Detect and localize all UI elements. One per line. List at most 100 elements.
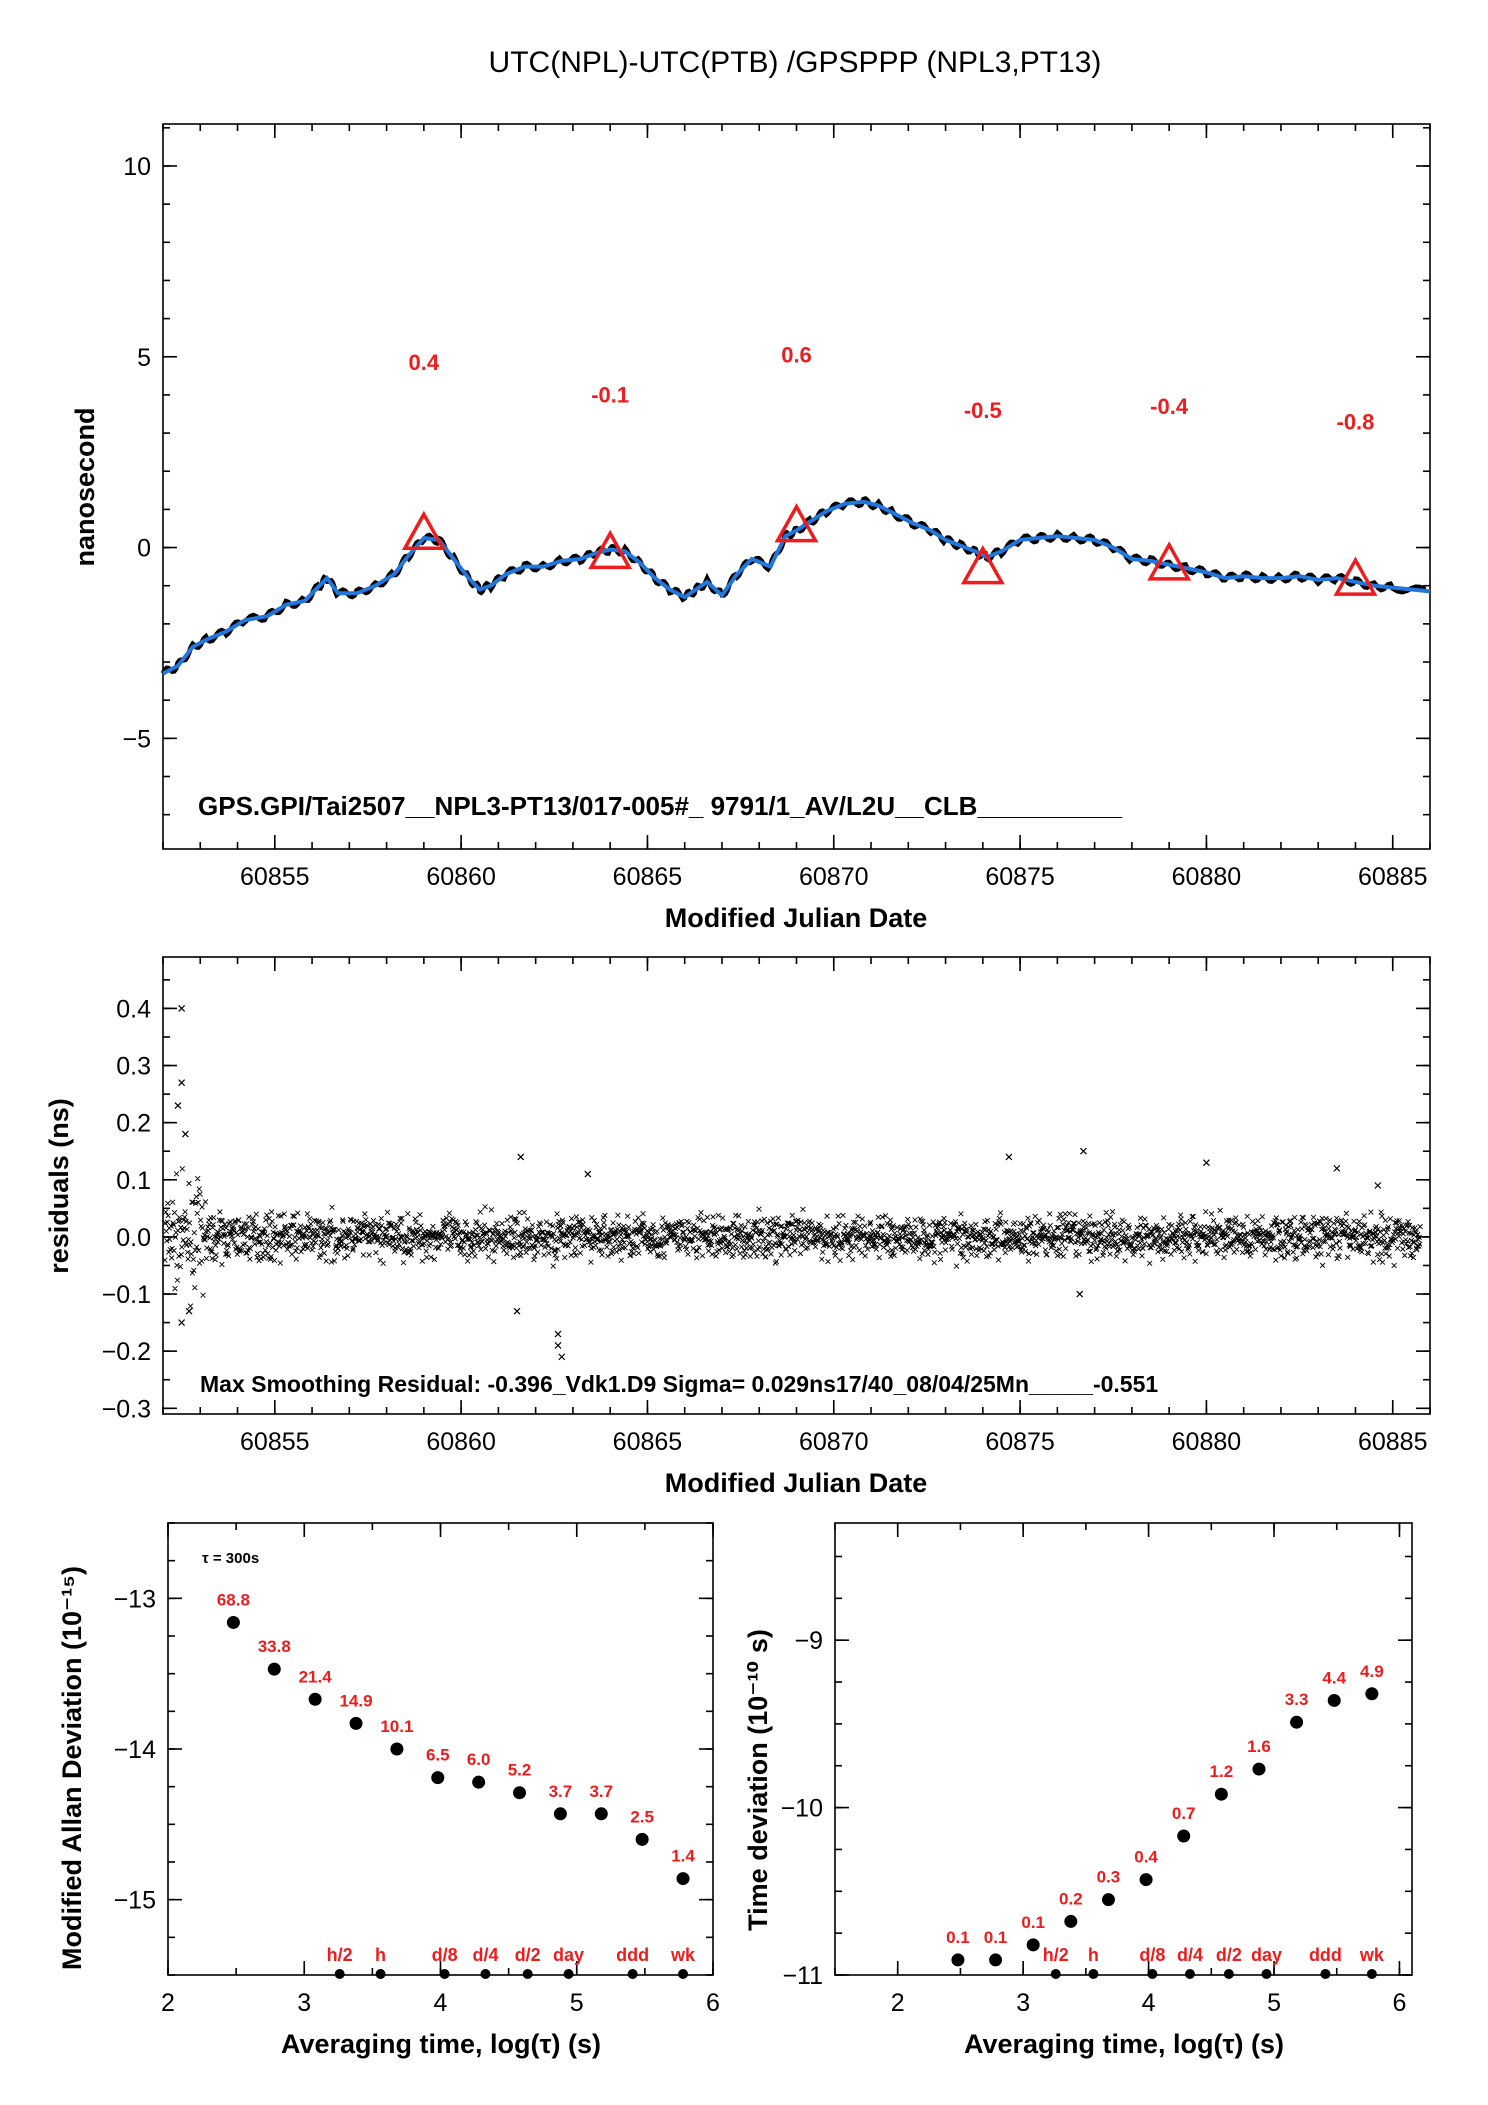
deviation-point bbox=[594, 1807, 608, 1821]
y-tick-label: 0.1 bbox=[116, 1167, 151, 1195]
triangle-marker bbox=[401, 510, 446, 551]
data-source-annotation: GPS.GPI/Tai2507__NPL3-PT13/017-005#_ 979… bbox=[198, 791, 1123, 821]
deviation-value-label: 3.7 bbox=[589, 1782, 613, 1801]
axis-ticks: 2 3 4 5 6 −9 −10 −11 bbox=[781, 1523, 1412, 2017]
deviation-value-label: 0.1 bbox=[984, 1928, 1008, 1947]
deviation-point bbox=[1365, 1687, 1379, 1701]
residual-outlier bbox=[1374, 1182, 1382, 1189]
triangle-marker bbox=[1333, 556, 1378, 596]
y-tick-label: −11 bbox=[782, 1962, 823, 1990]
y-tick-label: 0.4 bbox=[116, 995, 151, 1023]
tdev-panel: 2 3 4 5 6 −9 −10 −11 0.1 0.1 0.1 0.2 0.3 0.4 0.7 1.2 1.… bbox=[743, 1522, 1413, 2059]
time-marker-dot bbox=[439, 1969, 450, 1979]
residual-points bbox=[162, 1004, 1423, 1361]
time-marker-dot bbox=[334, 1969, 345, 1979]
time-marker-dot bbox=[1184, 1969, 1195, 1979]
x-tick-label: 60865 bbox=[613, 863, 683, 891]
time-marker-label: ddd bbox=[616, 1945, 649, 1965]
time-marker-dot bbox=[1223, 1969, 1234, 1979]
triangle-marker bbox=[774, 503, 819, 543]
x-tick-label: 60855 bbox=[240, 1428, 310, 1456]
marker-layer: 0.4 -0.1 0.6 -0.5 -0.4 -0.8 bbox=[401, 342, 1378, 596]
time-marker-label: wk bbox=[1359, 1945, 1385, 1965]
x-tick-label: 60865 bbox=[613, 1428, 683, 1456]
x-tick-label: 60870 bbox=[799, 1428, 869, 1456]
triangle-marker bbox=[1147, 541, 1192, 581]
residual-outlier bbox=[185, 1307, 193, 1315]
time-marker-label: h bbox=[375, 1945, 386, 1965]
deviation-value-label: 14.9 bbox=[339, 1691, 372, 1710]
deviation-point bbox=[1290, 1715, 1304, 1729]
time-series-panel: UTC(NPL)-UTC(PTB) /GPSPPP (NPL3,PT13) 60… bbox=[70, 46, 1431, 933]
x-axis-label: Averaging time, log(τ) (s) bbox=[281, 2029, 601, 2059]
time-marker-label: day bbox=[553, 1945, 584, 1965]
axis-ticks: 2 3 4 5 6 −13 −14 −15 bbox=[114, 1522, 720, 2017]
deviation-point bbox=[1101, 1893, 1115, 1907]
deviation-value-label: 0.1 bbox=[946, 1928, 970, 1947]
plot-frame bbox=[834, 1522, 1413, 1976]
triangle-marker bbox=[588, 529, 633, 570]
deviation-value-label: 0.2 bbox=[1059, 1889, 1083, 1908]
smoothed-trace bbox=[162, 499, 1431, 676]
tau-note: τ = 300s bbox=[202, 1550, 259, 1567]
deviation-point bbox=[226, 1615, 240, 1629]
deviation-value-label: 1.4 bbox=[671, 1847, 695, 1866]
time-marker-dot bbox=[1261, 1969, 1272, 1979]
y-axis-label: Modified Allan Deviation (10⁻¹⁵) bbox=[57, 1566, 87, 1970]
marker-value-label: -0.1 bbox=[591, 383, 629, 408]
deviation-value-label: 21.4 bbox=[299, 1667, 333, 1686]
plot-frame bbox=[162, 123, 1431, 850]
deviation-value-label: 3.7 bbox=[549, 1782, 573, 1801]
x-tick-label: 60880 bbox=[1172, 863, 1242, 891]
deviation-value-label: 10.1 bbox=[380, 1717, 413, 1736]
deviation-point bbox=[267, 1662, 281, 1676]
deviation-point bbox=[472, 1775, 486, 1789]
residuals-panel: 60855 60860 60865 60870 60875 60880 60885 0.4 0.… bbox=[44, 956, 1431, 1498]
time-marker-label: h bbox=[1088, 1945, 1099, 1965]
y-tick-label: 0.0 bbox=[116, 1224, 151, 1252]
x-tick-label: 2 bbox=[891, 1989, 905, 2017]
residual-outlier bbox=[558, 1353, 566, 1361]
deviation-value-label: 6.0 bbox=[467, 1750, 491, 1769]
deviation-point bbox=[1214, 1787, 1228, 1801]
time-marker-label: d/2 bbox=[515, 1945, 541, 1965]
time-markers: h/2 h d/8 d/4 d/2 day ddd wk bbox=[1043, 1945, 1385, 1979]
deviation-value-label: 0.4 bbox=[1134, 1848, 1158, 1867]
x-tick-label: 6 bbox=[1393, 1989, 1407, 2017]
deviation-point bbox=[1139, 1873, 1153, 1887]
y-tick-label: −5 bbox=[122, 725, 151, 753]
deviation-value-label: 3.3 bbox=[1285, 1690, 1309, 1709]
deviation-point bbox=[676, 1872, 690, 1886]
deviation-value-label: 33.8 bbox=[258, 1637, 291, 1656]
plot-frame bbox=[162, 956, 1431, 1415]
deviation-value-label: 0.7 bbox=[1172, 1804, 1196, 1823]
residual-outlier bbox=[1333, 1164, 1341, 1172]
time-marker-label: wk bbox=[670, 1945, 696, 1965]
x-tick-label: 60885 bbox=[1358, 1428, 1428, 1456]
residual-outlier bbox=[181, 1130, 189, 1138]
deviation-point bbox=[513, 1786, 527, 1800]
residual-outlier bbox=[554, 1330, 562, 1338]
deviation-point bbox=[390, 1742, 404, 1756]
x-tick-label: 4 bbox=[1142, 1989, 1156, 2017]
x-tick-label: 3 bbox=[297, 1989, 311, 2017]
deviation-value-label: 4.9 bbox=[1360, 1662, 1384, 1681]
raw-data-trace bbox=[160, 495, 1427, 675]
residual-cloud bbox=[162, 1166, 1423, 1309]
triangle-marker bbox=[960, 545, 1005, 585]
x-tick-label: 60860 bbox=[426, 863, 496, 891]
deviation-value-label: 5.2 bbox=[508, 1761, 532, 1780]
y-tick-label: 5 bbox=[137, 344, 151, 372]
x-axis-label: Modified Julian Date bbox=[665, 903, 928, 933]
time-marker-dot bbox=[375, 1969, 386, 1979]
x-tick-label: 60880 bbox=[1172, 1428, 1242, 1456]
mdev-panel: 2 3 4 5 6 −13 −14 −15 68.8 33.8 21.4 14.9 10.1 6.5 6.… bbox=[57, 1522, 720, 2059]
residual-outlier bbox=[1080, 1147, 1087, 1155]
y-tick-label: 0.3 bbox=[116, 1053, 151, 1081]
x-tick-label: 60885 bbox=[1358, 863, 1428, 891]
x-axis-label: Modified Julian Date bbox=[665, 1468, 928, 1498]
deviation-value-label: 0.3 bbox=[1097, 1868, 1121, 1887]
deviation-point bbox=[553, 1807, 567, 1821]
y-axis-label: Time deviation (10⁻¹⁰ s) bbox=[743, 1629, 773, 1931]
y-tick-label: 0.2 bbox=[116, 1110, 151, 1138]
